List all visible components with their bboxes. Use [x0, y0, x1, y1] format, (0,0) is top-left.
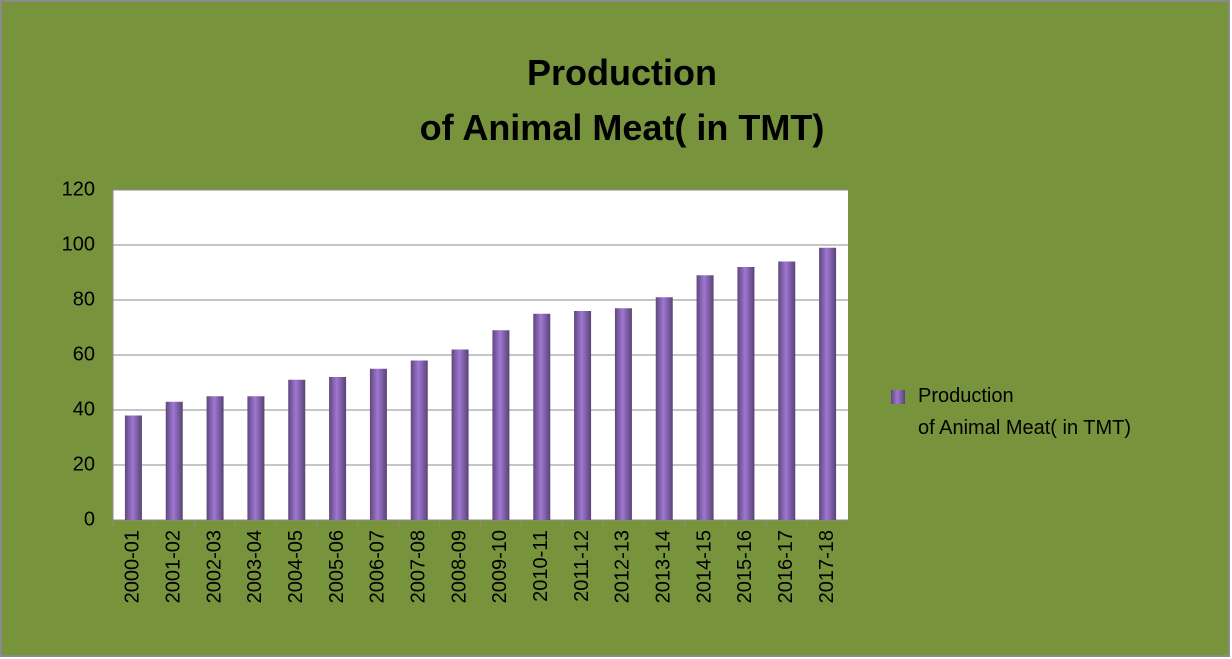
bar — [329, 377, 347, 520]
bar — [614, 308, 632, 520]
x-tick-label: 2013-14 — [653, 530, 675, 603]
x-tick-label: 2017-18 — [816, 530, 838, 603]
x-tick-label: 2006-07 — [367, 530, 389, 603]
bar — [369, 368, 387, 520]
bar — [533, 313, 551, 520]
x-tick-label: 2000-01 — [122, 530, 144, 603]
bar — [124, 415, 142, 520]
bar — [247, 396, 265, 520]
bar — [778, 261, 796, 520]
x-tick-label: 2004-05 — [285, 530, 307, 603]
bar — [737, 267, 755, 520]
y-tick-label: 120 — [62, 178, 95, 200]
x-tick-label: 2014-15 — [693, 530, 715, 603]
bar — [165, 401, 183, 520]
chart-title: Production of Animal Meat( in TMT) — [420, 52, 825, 148]
bar — [574, 311, 592, 520]
bar — [410, 360, 428, 520]
legend-marker — [891, 390, 905, 404]
x-tick-label: 2007-08 — [408, 530, 430, 603]
y-tick-label: 80 — [73, 288, 95, 310]
x-tick-label: 2016-17 — [775, 530, 797, 603]
y-tick-label: 20 — [73, 453, 95, 475]
bar — [819, 247, 837, 520]
bar — [206, 396, 224, 520]
x-tick-label: 2002-03 — [203, 530, 225, 603]
bar — [696, 275, 714, 520]
x-tick-label: 2012-13 — [612, 530, 634, 603]
x-tick-label: 2010-11 — [530, 530, 552, 602]
bar — [492, 330, 510, 520]
x-tick-label: 2009-10 — [489, 530, 511, 603]
x-tick-label: 2015-16 — [734, 530, 756, 603]
x-tick-label: 2001-02 — [163, 530, 185, 603]
bar — [288, 379, 306, 520]
legend-label: Production of Animal Meat( in TMT) — [918, 385, 1131, 439]
y-tick-label: 60 — [73, 343, 95, 365]
y-tick-label: 100 — [62, 233, 95, 255]
bar — [451, 349, 469, 520]
bar — [655, 297, 673, 520]
x-tick-label: 2011-12 — [571, 530, 593, 602]
x-tick-label: 2008-09 — [448, 530, 470, 603]
y-tick-label: 0 — [84, 508, 95, 530]
y-tick-label: 40 — [73, 398, 95, 420]
x-tick-label: 2005-06 — [326, 530, 348, 603]
x-tick-label: 2003-04 — [244, 530, 266, 603]
